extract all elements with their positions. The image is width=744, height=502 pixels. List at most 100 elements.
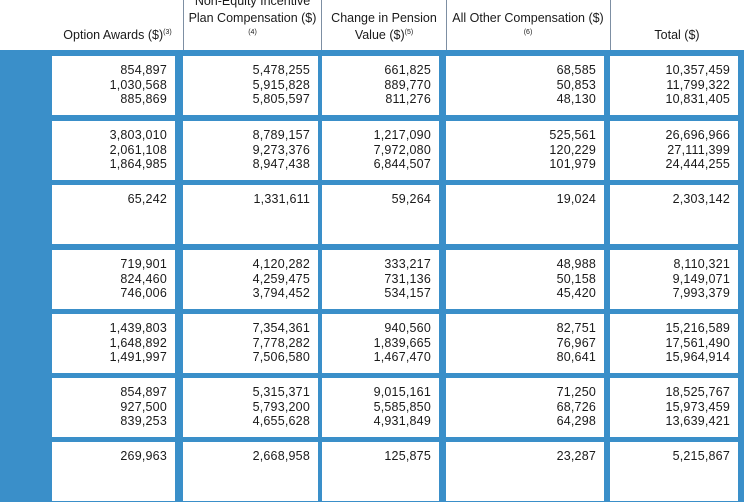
table-cell-option-awards: 3,803,010 2,061,108 1,864,985 (52, 121, 175, 180)
cell-value: 7,972,080 (373, 142, 431, 157)
table-cell-pension-value: 9,015,161 5,585,850 4,931,849 (322, 378, 439, 437)
cell-value: 5,478,255 (252, 63, 310, 77)
cell-value: 885,869 (120, 92, 167, 106)
table-row: 1,439,803 1,648,892 1,491,997 7,354,361 7,77… (0, 314, 744, 373)
header-divider (321, 0, 322, 50)
cell-value: 5,793,200 (252, 399, 310, 414)
table-cell-pension-value: 333,217 731,136 534,157 (322, 250, 439, 309)
cell-value: 7,778,282 (252, 335, 310, 350)
table-cell-all-other-compensation: 19,024 (446, 185, 604, 244)
cell-value: 1,864,985 (109, 157, 167, 171)
cell-value: 1,030,568 (109, 77, 167, 92)
column-header-label: Total ($) (654, 28, 700, 42)
table-cell-total: 26,696,966 27,111,399 24,444,255 (610, 121, 738, 180)
table-cell-total: 15,216,589 17,561,490 15,964,914 (610, 314, 738, 373)
table-cell-non-equity-incentive: 4,120,282 4,259,475 3,794,452 (183, 250, 318, 309)
header-divider (183, 0, 184, 50)
cell-value: 71,250 (556, 385, 596, 399)
cell-value: 9,149,071 (672, 271, 730, 286)
table-cell-option-awards: 1,439,803 1,648,892 1,491,997 (52, 314, 175, 373)
cell-value: 24,444,255 (665, 157, 730, 171)
cell-value: 746,006 (120, 286, 167, 300)
column-header-option-awards: Option Awards ($)(3) (52, 0, 183, 50)
column-header-label: Change in Pension Value ($) (331, 11, 437, 42)
cell-value: 23,287 (556, 449, 596, 463)
cell-value: 2,668,958 (252, 449, 310, 463)
cell-value: 50,158 (556, 271, 596, 286)
table-cell-option-awards: 854,897 927,500 839,253 (52, 378, 175, 437)
cell-value: 15,973,459 (665, 399, 730, 414)
table-cell-pension-value: 940,560 1,839,665 1,467,470 (322, 314, 439, 373)
cell-value: 68,726 (556, 399, 596, 414)
table-cell-pension-value: 1,217,090 7,972,080 6,844,507 (322, 121, 439, 180)
cell-value: 9,273,376 (252, 142, 310, 157)
cell-value: 65,242 (127, 192, 167, 206)
table-cell-pension-value: 661,825 889,770 811,276 (322, 56, 439, 115)
cell-value: 8,947,438 (252, 157, 310, 171)
table-cell-non-equity-incentive: 2,668,958 (183, 442, 318, 501)
cell-value: 661,825 (384, 63, 431, 77)
column-header-label: Option Awards ($) (63, 28, 164, 42)
table-cell-all-other-compensation: 23,287 (446, 442, 604, 501)
cell-value: 18,525,767 (665, 385, 730, 399)
cell-value: 839,253 (120, 414, 167, 428)
cell-value: 824,460 (120, 271, 167, 286)
cell-value: 8,110,321 (673, 257, 730, 271)
table-cell-option-awards: 269,963 (52, 442, 175, 501)
cell-value: 269,963 (120, 449, 167, 463)
cell-value: 940,560 (384, 321, 431, 335)
column-header-total: Total ($) (610, 0, 744, 50)
cell-value: 68,585 (556, 63, 596, 77)
footnote-marker: (6) (523, 28, 533, 36)
cell-value: 3,794,452 (252, 286, 310, 300)
table-cell-all-other-compensation: 71,250 68,726 64,298 (446, 378, 604, 437)
header-divider (610, 0, 611, 50)
cell-value: 854,897 (120, 385, 167, 399)
cell-value: 731,136 (384, 271, 431, 286)
cell-value: 7,993,379 (672, 286, 730, 300)
cell-value: 4,931,849 (373, 414, 431, 428)
cell-value: 889,770 (384, 77, 431, 92)
cell-value: 76,967 (556, 335, 596, 350)
table-cell-pension-value: 59,264 (322, 185, 439, 244)
table-cell-total: 18,525,767 15,973,459 13,639,421 (610, 378, 738, 437)
cell-value: 7,506,580 (252, 350, 310, 364)
cell-value: 17,561,490 (665, 335, 730, 350)
table-cell-total: 8,110,321 9,149,071 7,993,379 (610, 250, 738, 309)
cell-value: 125,875 (384, 449, 431, 463)
cell-value: 5,805,597 (252, 92, 310, 106)
column-header-all-other-compensation: All Other Compensation ($) (6) (446, 0, 610, 50)
cell-value: 1,491,997 (109, 350, 167, 364)
table-cell-all-other-compensation: 68,585 50,853 48,130 (446, 56, 604, 115)
cell-value: 26,696,966 (665, 128, 730, 142)
cell-value: 4,655,628 (252, 414, 310, 428)
table-cell-option-awards: 719,901 824,460 746,006 (52, 250, 175, 309)
cell-value: 19,024 (556, 192, 596, 206)
column-header-label: All Other Compensation ($) (452, 11, 604, 25)
table-cell-non-equity-incentive: 1,331,611 (183, 185, 318, 244)
table-cell-all-other-compensation: 82,751 76,967 80,641 (446, 314, 604, 373)
cell-value: 927,500 (120, 399, 167, 414)
table-cell-total: 5,215,867 (610, 442, 738, 501)
table-row: 3,803,010 2,061,108 1,864,985 8,789,157 9,27… (0, 121, 744, 180)
table-row: 65,242 1,331,611 59,264 19,024 2,303,142 (0, 185, 744, 244)
cell-value: 48,988 (556, 257, 596, 271)
cell-value: 48,130 (556, 92, 596, 106)
cell-value: 64,298 (556, 414, 596, 428)
cell-value: 4,120,282 (252, 257, 310, 271)
cell-value: 80,641 (556, 350, 596, 364)
cell-value: 5,915,828 (252, 77, 310, 92)
table-cell-pension-value: 125,875 (322, 442, 439, 501)
table-row: 269,963 2,668,958 125,875 23,287 5,215,867 (0, 442, 744, 501)
cell-value: 7,354,361 (252, 321, 310, 335)
cell-value: 854,897 (120, 63, 167, 77)
cell-value: 101,979 (549, 157, 596, 171)
cell-value: 45,420 (556, 286, 596, 300)
header-divider (446, 0, 447, 50)
table-cell-non-equity-incentive: 5,478,255 5,915,828 5,805,597 (183, 56, 318, 115)
cell-value: 5,315,371 (252, 385, 310, 399)
column-header-non-equity-incentive: Non-Equity Incentive Plan Compensation (… (183, 0, 322, 50)
cell-value: 6,844,507 (373, 157, 431, 171)
table-row: 854,897 1,030,568 885,869 5,478,255 5,915,82… (0, 56, 744, 115)
cell-value: 10,831,405 (665, 92, 730, 106)
